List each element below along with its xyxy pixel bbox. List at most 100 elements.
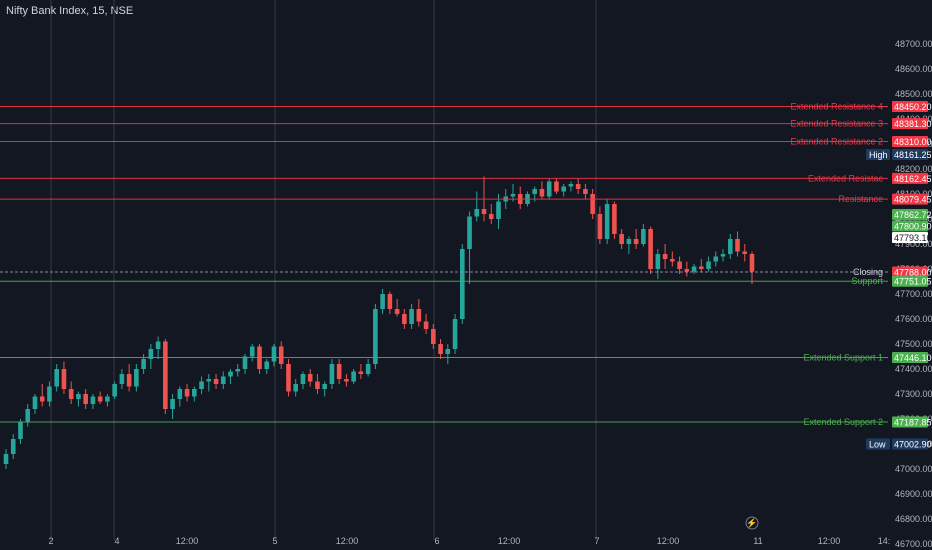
- candle-body: [228, 371, 233, 377]
- candle-body: [416, 309, 422, 322]
- candle-body: [322, 384, 327, 389]
- value-tag-text: 48450.20: [894, 102, 932, 112]
- candle-body: [597, 214, 603, 239]
- candle-body: [481, 209, 487, 214]
- candle-body: [39, 396, 45, 402]
- candle-body: [163, 341, 168, 409]
- candle-body: [68, 389, 74, 399]
- candle-body: [3, 454, 9, 464]
- candle-body: [438, 344, 443, 354]
- candle-body: [206, 379, 212, 382]
- candle-body: [662, 254, 668, 259]
- value-tag-text: 48310.00: [894, 137, 932, 147]
- price-tick-label: 47600.00: [895, 314, 932, 324]
- candle-body: [97, 396, 103, 402]
- candle-body: [300, 374, 306, 384]
- candle-body: [575, 184, 581, 189]
- candle-body: [583, 189, 588, 194]
- candle-body: [496, 201, 501, 219]
- candle-body: [749, 254, 755, 272]
- candle-body: [32, 396, 38, 409]
- candle-body: [242, 356, 248, 369]
- candle-body: [423, 321, 429, 329]
- candle-body: [25, 409, 31, 422]
- price-tick-label: 47700.00: [895, 289, 932, 299]
- resistance-value-tag: [892, 118, 928, 130]
- candle-body: [431, 329, 436, 344]
- closing-value-tag: [892, 266, 928, 278]
- candle-body: [554, 181, 559, 192]
- resistance-value-tag: [892, 100, 928, 112]
- candle-body: [648, 229, 653, 269]
- candle-body: [713, 256, 719, 262]
- candle-body: [344, 379, 349, 382]
- candle-body: [568, 184, 574, 187]
- candle-body: [402, 314, 407, 324]
- candle-body: [119, 374, 125, 384]
- candle-body: [220, 376, 226, 384]
- candle-body: [307, 374, 313, 382]
- candle-body: [293, 384, 299, 392]
- price-tick-label: 47500.00: [895, 339, 932, 349]
- support-level-label: Support: [851, 276, 883, 286]
- candle-body: [286, 364, 291, 392]
- resistance-level-label: Extended Resistance 3: [790, 119, 883, 129]
- price-tick-label: 46800.00: [895, 514, 932, 524]
- time-tick-label: 2: [48, 536, 53, 546]
- value-tag-text: 47788.00: [894, 268, 932, 278]
- resistance-value-tag: [892, 193, 928, 205]
- value-tag-text: 48381.30: [894, 119, 932, 129]
- candle-body: [249, 346, 255, 357]
- time-tick-label: 12:00: [176, 536, 199, 546]
- time-tick-label: 12:00: [818, 536, 841, 546]
- candle-body: [54, 369, 59, 387]
- axis-price-tag-text: 47793.10: [894, 233, 932, 243]
- resistance-level-label: Extended Resistac: [808, 173, 884, 183]
- candle-body: [18, 421, 23, 439]
- time-tick-label: 12:00: [498, 536, 521, 546]
- time-tick-label: 11: [753, 536, 762, 546]
- axis-label-tag: [866, 438, 890, 450]
- axis-price-tag: [892, 232, 928, 243]
- value-tag-text: 47187.85: [894, 418, 932, 428]
- time-tick-label: 5: [272, 536, 277, 546]
- candle-body: [691, 266, 697, 272]
- support-value-tag: [892, 416, 928, 428]
- price-tick-label: 47400.00: [895, 364, 932, 374]
- candle-body: [742, 251, 748, 254]
- candle-body: [264, 361, 270, 369]
- time-tick-label: 12:00: [336, 536, 359, 546]
- candle-body: [213, 379, 219, 384]
- time-tick-label: 7: [594, 536, 599, 546]
- candle-body: [546, 181, 552, 197]
- candle-body: [177, 389, 183, 399]
- axis-price-tag-text: 48161.25: [894, 150, 932, 160]
- candle-body: [727, 239, 733, 254]
- candle-body: [677, 261, 682, 269]
- candle-body: [90, 396, 96, 404]
- candle-body: [126, 374, 132, 387]
- candle-body: [83, 394, 88, 404]
- value-tag-text: 48079.45: [894, 195, 932, 205]
- price-tick-label: 46700.00: [895, 539, 932, 549]
- candle-body: [409, 309, 414, 324]
- axis-price-tag-text: 47002.90: [894, 440, 932, 450]
- value-tag-text: 48162.45: [894, 174, 932, 184]
- candle-body: [467, 216, 472, 249]
- resistance-value-tag: [892, 172, 928, 184]
- support-level-label: Extended Support 1: [803, 352, 883, 362]
- axis-label-tag: [866, 149, 890, 160]
- candle-body: [539, 189, 545, 197]
- candle-body: [170, 399, 175, 409]
- candle-body: [655, 254, 661, 269]
- candle-body: [510, 194, 516, 197]
- axis-price-tag: [892, 209, 928, 220]
- candle-body: [445, 349, 451, 354]
- candle-body: [633, 239, 639, 244]
- candle-body: [235, 369, 241, 372]
- price-tick-label: 48200.00: [895, 164, 932, 174]
- candle-body: [315, 381, 320, 389]
- chart-title: Nifty Bank Index, 15, NSE: [6, 5, 134, 17]
- time-tick-label: 14:: [878, 536, 891, 546]
